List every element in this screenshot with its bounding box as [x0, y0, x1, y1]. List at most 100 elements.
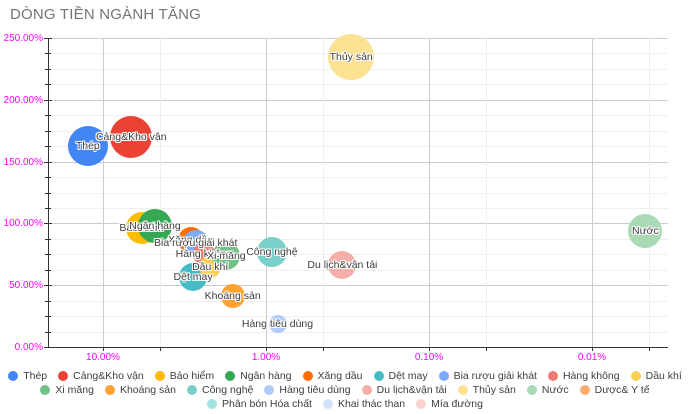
x-axis-tick: [649, 347, 650, 351]
bubble-hang-tieu-dung[interactable]: [268, 314, 287, 333]
legend-label: Cảng&Kho vận: [73, 369, 144, 382]
gridline-x-minor: [486, 38, 487, 347]
legend-swatch-icon: [322, 398, 333, 409]
legend-label: Dược& Y tế: [594, 383, 650, 396]
gridline-y-minor: [48, 300, 668, 302]
legend-item-nuoc[interactable]: Nước: [526, 384, 569, 396]
legend-swatch-icon: [207, 398, 218, 409]
y-axis-tick: [45, 53, 51, 55]
bubble-thuy-san[interactable]: [328, 33, 375, 80]
legend-label: Mía đường: [431, 397, 483, 410]
legend-item-ngan-hang[interactable]: Ngân hàng: [225, 369, 292, 382]
x-axis-tick: [323, 347, 324, 351]
legend-item-det-may[interactable]: Dệt may: [373, 370, 428, 382]
bubble-du-lich-van-tai[interactable]: [328, 251, 357, 280]
x-axis-tick: [592, 347, 593, 351]
x-axis-tick: [266, 347, 267, 351]
legend-row: Thép Cảng&Kho vận Bảo hiểm Ngân hàng Xăng dầ…: [0, 369, 690, 382]
legend-item-thep[interactable]: Thép: [8, 370, 47, 382]
legend-item-khoang-san[interactable]: Khoáng sản: [104, 384, 176, 396]
legend-row: Phân bón Hóa chất Khai thác than Mía đường: [0, 397, 690, 410]
gridline-y-minor: [48, 130, 668, 132]
x-axis-tick: [160, 347, 161, 351]
legend-item-hang-khong[interactable]: Hàng không: [547, 370, 620, 382]
y-axis-tick: [44, 38, 52, 39]
legend-swatch-icon: [187, 384, 197, 395]
gridline-x-major: [592, 38, 593, 347]
legend-label: Du lịch&vận tải: [376, 383, 447, 396]
y-axis-tick: [45, 254, 51, 256]
y-axis-tick: [45, 300, 51, 302]
legend-swatch-icon: [8, 370, 19, 381]
legend-item-hang-tieu-dung[interactable]: Hàng tiêu dùng: [264, 383, 351, 396]
legend-label: Xi măng: [55, 383, 94, 396]
x-axis-tick: [103, 347, 104, 351]
bubble-cong-nghe[interactable]: [256, 236, 287, 267]
y-axis-label: 250.00%: [3, 33, 43, 44]
gridline-y-major: [48, 223, 668, 225]
legend-swatch-icon: [58, 370, 69, 381]
bubble-label-ngan-hang: Ngân hàng: [129, 219, 181, 232]
chart-legend: Thép Cảng&Kho vận Bảo hiểm Ngân hàng Xăng dầ…: [0, 369, 690, 411]
gridline-y-major: [48, 99, 668, 101]
x-axis-tick: [429, 347, 430, 351]
bubble-label-thuy-san: Thủy sản: [329, 50, 373, 63]
legend-item-khai-thac-than[interactable]: Khai thác than: [322, 398, 405, 410]
legend-item-phan-bon-hoa-chat[interactable]: Phân bón Hóa chất: [207, 398, 312, 410]
y-axis-label: 0.00%: [14, 342, 43, 353]
legend-item-xi-mang[interactable]: Xi măng: [40, 384, 94, 396]
legend-swatch-icon: [225, 370, 236, 381]
x-axis-label: 1.00%: [251, 352, 281, 363]
bubble-khoang-san[interactable]: [220, 284, 245, 309]
legend-item-bao-hiem[interactable]: Bảo hiểm: [154, 370, 214, 382]
y-axis-tick: [45, 68, 51, 70]
legend-item-cang-kho-van[interactable]: Cảng&Kho vận: [58, 370, 144, 382]
legend-item-duoc-y-te[interactable]: Dược& Y tế: [579, 383, 650, 396]
gridline-y-minor: [48, 177, 668, 179]
gridline-y-minor: [48, 84, 668, 86]
bubble-xi-mang[interactable]: [212, 241, 241, 270]
legend-item-dau-khi[interactable]: Dầu khí: [630, 370, 682, 382]
legend-label: Phân bón Hóa chất: [222, 397, 312, 410]
x-axis-tick: [486, 347, 487, 351]
legend-item-mia-uong[interactable]: Mía đường: [416, 398, 483, 410]
bubble-thep[interactable]: [67, 125, 108, 166]
bubble-label-nuoc: Nước: [632, 224, 659, 237]
legend-item-thuy-san[interactable]: Thủy sản: [457, 384, 516, 396]
y-axis-tick: [45, 84, 51, 86]
gridline-y-minor: [48, 331, 668, 333]
legend-swatch-icon: [630, 370, 641, 381]
bubble-label-cong-nghe: Công nghệ: [246, 245, 298, 258]
legend-swatch-icon: [373, 370, 384, 381]
gridline-y-major: [48, 285, 668, 287]
legend-label: Ngân hàng: [240, 369, 292, 382]
y-axis-tick: [45, 192, 51, 194]
y-axis-label: 150.00%: [3, 156, 43, 168]
legend-item-du-lich-van-tai[interactable]: Du lịch&vận tải: [361, 383, 447, 396]
gridline-y-minor: [48, 207, 668, 209]
bubble-cang-kho-van[interactable]: [110, 115, 153, 158]
y-axis-tick: [45, 238, 51, 240]
x-axis-label: 0.10%: [414, 352, 444, 363]
gridline-x-major: [266, 38, 267, 347]
bubble-label-cang-kho-van: Cảng&Kho vận: [95, 130, 167, 143]
bubble-ngan-hang[interactable]: [138, 208, 172, 243]
x-axis-label: 0.01%: [577, 352, 607, 363]
bubble-nuoc[interactable]: [628, 213, 663, 248]
bubble-label-dau-khi: Dầu khí: [192, 260, 229, 273]
legend-label: Hàng tiêu dùng: [279, 383, 351, 396]
legend-item-cong-nghe[interactable]: Công nghệ: [187, 384, 253, 396]
legend-item-xang-dau[interactable]: Xăng dầu: [302, 369, 363, 382]
gridline-y-major: [48, 161, 668, 163]
legend-label: Xăng dầu: [317, 369, 363, 382]
x-axis-label: 10.00%: [86, 352, 120, 363]
bubble-label-xi-mang: Xi măng: [207, 249, 246, 262]
legend-swatch-icon: [154, 370, 165, 381]
y-axis-tick: [45, 177, 51, 179]
legend-swatch-icon: [579, 384, 590, 395]
legend-swatch-icon: [302, 370, 313, 381]
chart-title: DÒNG TIỀN NGÀNH TĂNG: [10, 6, 201, 23]
legend-label: Công nghệ: [202, 383, 254, 396]
legend-item-bia-ruou-giai-khat[interactable]: Bia rượu giải khát: [438, 370, 537, 382]
bubble-label-hang-khong: Hàng không: [175, 248, 233, 261]
